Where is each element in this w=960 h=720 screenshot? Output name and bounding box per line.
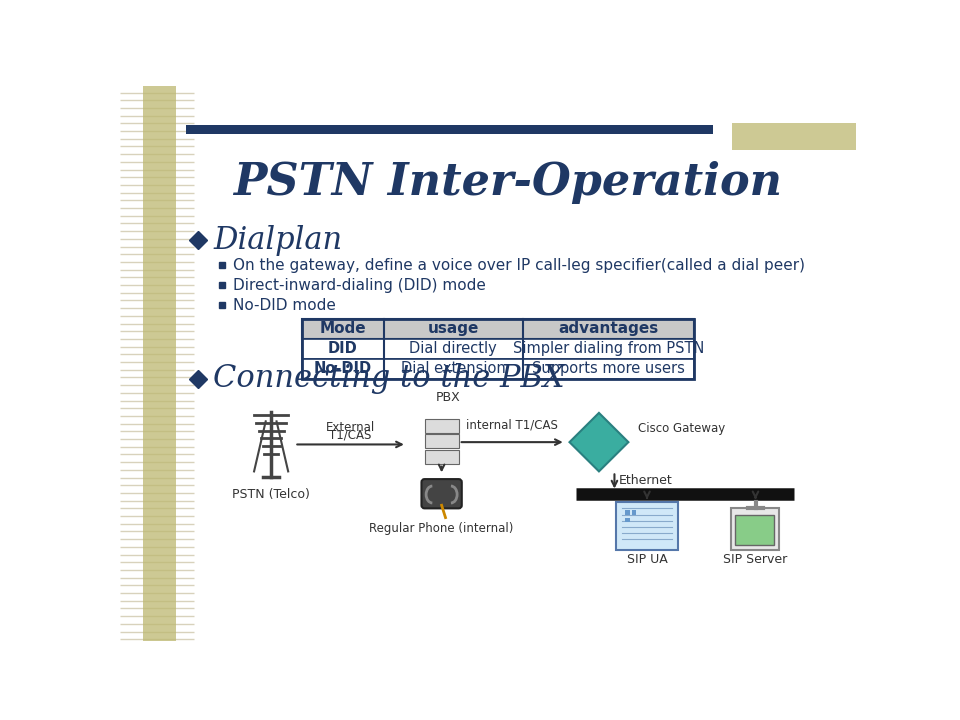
Bar [302,319,693,379]
Bar [735,515,774,545]
Text: PSTN (Telco): PSTN (Telco) [232,487,310,500]
Bar [424,419,459,433]
Bar [424,450,459,464]
Bar [143,86,176,641]
Text: Dial extension: Dial extension [401,361,506,377]
Text: Cisco Gateway: Cisco Gateway [637,422,725,435]
Text: Regular Phone (internal): Regular Phone (internal) [370,522,514,535]
Bar [616,503,678,550]
Text: Dialplan: Dialplan [213,225,342,256]
Text: PSTN Inter-Operation: PSTN Inter-Operation [233,161,782,204]
FancyBboxPatch shape [421,479,462,508]
Bar [625,510,630,515]
Bar [302,359,693,379]
Text: internal T1/CAS: internal T1/CAS [467,418,558,431]
Text: Mode: Mode [320,321,366,336]
Text: On the gateway, define a voice over IP call-leg specifier(called a dial peer): On the gateway, define a voice over IP c… [233,258,805,273]
Bar [732,122,856,150]
Text: Simpler dialing from PSTN: Simpler dialing from PSTN [513,341,704,356]
Text: External: External [326,420,375,433]
Text: No-DID: No-DID [314,361,372,377]
Text: Direct-inward-dialing (DID) mode: Direct-inward-dialing (DID) mode [233,277,486,292]
Text: usage: usage [427,321,479,336]
Text: SIP UA: SIP UA [627,553,667,566]
Bar [186,125,713,134]
Bar [731,508,779,550]
Text: No-DID mode: No-DID mode [233,297,336,312]
Text: T1/CAS: T1/CAS [329,428,372,441]
Bar [302,319,693,339]
Polygon shape [569,413,629,472]
Text: PBX: PBX [436,391,460,404]
Bar [632,510,636,515]
Bar [424,434,459,449]
Text: Supports more users: Supports more users [532,361,684,377]
Bar [302,339,693,359]
Text: Ethernet: Ethernet [618,474,672,487]
Text: DID: DID [328,341,358,356]
Text: advantages: advantages [558,321,659,336]
Text: SIP Server: SIP Server [724,553,787,566]
Text: Connecting to the PBX: Connecting to the PBX [213,364,564,395]
Text: Dial directly: Dial directly [409,341,497,356]
Bar [625,518,630,522]
